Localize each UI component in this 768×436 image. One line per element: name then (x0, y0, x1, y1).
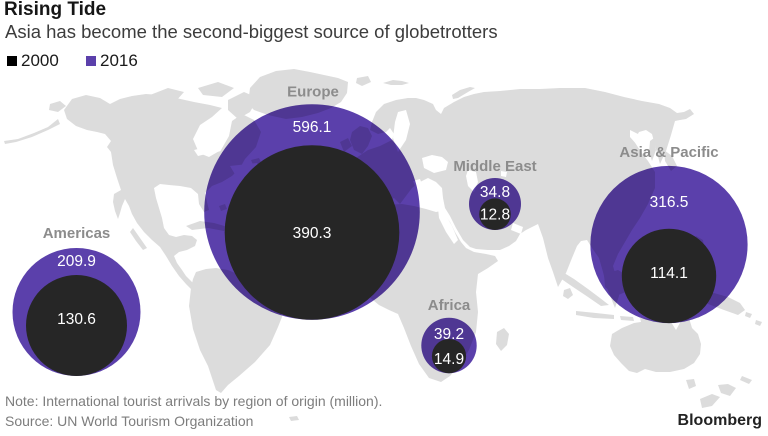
svg-text:209.9: 209.9 (57, 253, 96, 270)
svg-text:390.3: 390.3 (293, 225, 332, 242)
svg-text:39.2: 39.2 (434, 326, 464, 343)
svg-text:14.9: 14.9 (434, 351, 464, 368)
svg-text:Middle East: Middle East (453, 158, 536, 175)
svg-text:Americas: Americas (43, 225, 111, 242)
svg-text:596.1: 596.1 (293, 119, 332, 136)
svg-text:Asia & Pacific: Asia & Pacific (619, 144, 718, 161)
svg-text:12.8: 12.8 (480, 207, 510, 224)
svg-text:Europe: Europe (287, 84, 339, 101)
svg-text:Africa: Africa (428, 297, 471, 314)
svg-text:34.8: 34.8 (480, 184, 510, 201)
svg-text:114.1: 114.1 (650, 265, 688, 282)
svg-text:316.5: 316.5 (650, 194, 689, 211)
svg-text:130.6: 130.6 (57, 311, 96, 328)
